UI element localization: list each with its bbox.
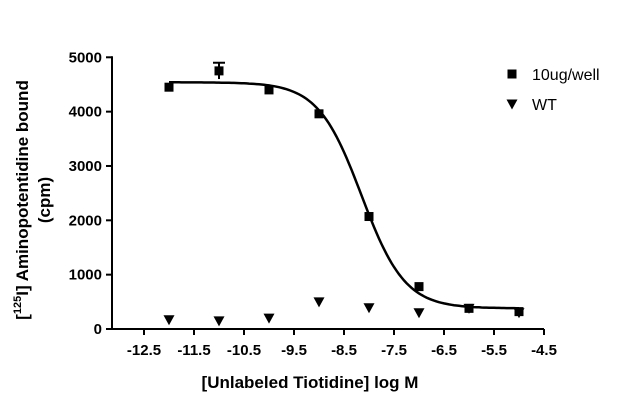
legend-label: WT [532,97,557,114]
y-axis-title-post: I] Aminopotentidine bound [13,80,32,296]
data-point-wt [213,316,225,327]
x-tick-label: -9.5 [281,342,307,359]
axes: 0 1000 2000 3000 4000 5000 -12.5 -11.5 -10.5 -9.… [69,49,557,359]
data-point-wt [263,313,275,324]
y-tick-label: 0 [94,321,102,338]
x-tick-label: -10.5 [227,342,261,359]
y-tick-label: 1000 [69,267,102,284]
x-axis-title: [Unlabeled Tiotidine] log M [202,373,419,392]
data-point-10ug-well [314,109,324,119]
data-point-wt [413,308,425,319]
x-ticks: -12.5 -11.5 -10.5 -9.5 -8.5 -7.5 -6.5 -5.5 -4.5 [127,329,557,359]
x-tick-label: -7.5 [381,342,407,359]
data-point-wt [363,303,375,314]
data-point-10ug-well [264,85,274,95]
y-ticks: 0 1000 2000 3000 4000 5000 [69,49,112,338]
x-tick-label: -6.5 [431,342,457,359]
y-axis-title-superscript: 125 [12,296,24,314]
y-tick-label: 5000 [69,49,102,66]
data-point-wt [313,297,325,308]
legend: 10ug/well WT [506,67,600,114]
y-axis-title: [125I] Aminopotentidine bound [12,80,32,320]
y-tick-label: 2000 [69,212,102,229]
legend-marker [506,99,518,110]
y-tick-label: 4000 [69,104,102,121]
data-point-10ug-well [364,212,374,222]
legend-marker [507,69,517,79]
x-tick-label: -5.5 [481,342,507,359]
data-points [163,66,525,327]
x-tick-label: -8.5 [331,342,357,359]
data-point-10ug-well [214,66,224,76]
x-tick-label: -12.5 [127,342,161,359]
y-axis-title-pre: [ [13,314,32,320]
x-tick-label: -4.5 [531,342,557,359]
fit-curve-10ug-well [169,81,519,310]
x-tick-label: -11.5 [177,342,210,359]
legend-label: 10ug/well [532,67,600,84]
data-point-10ug-well [164,82,174,92]
data-point-10ug-well [414,282,424,292]
y-tick-label: 3000 [69,158,102,175]
data-point-wt [163,315,175,326]
y-axis-unit: (cpm) [35,177,54,223]
data-point-wt [463,303,475,314]
data-point-wt [513,308,525,319]
